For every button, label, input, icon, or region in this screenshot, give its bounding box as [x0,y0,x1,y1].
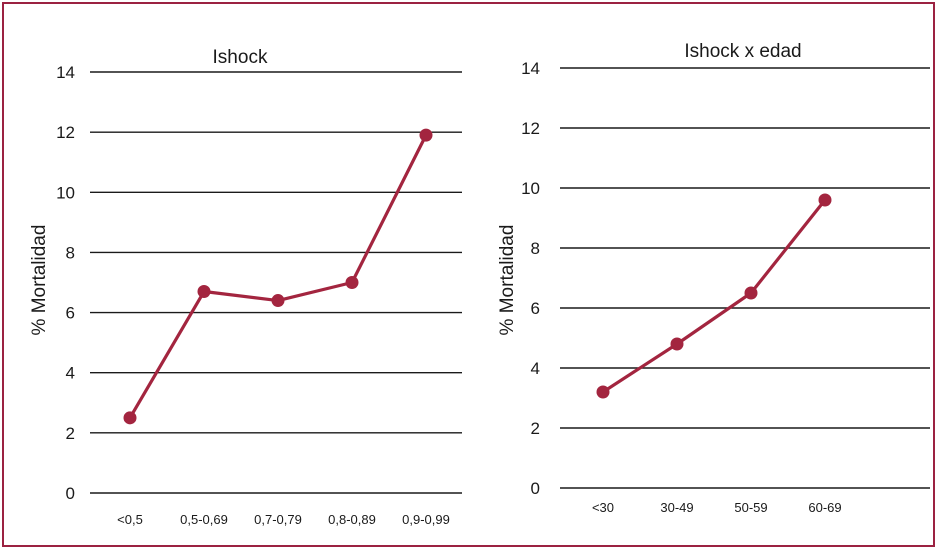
x-tick-label: <0,5 [117,512,143,527]
y-tick-label: 4 [531,359,540,378]
y-tick-label: 14 [56,63,75,82]
x-tick-label: 30-49 [660,500,693,515]
y-tick-label: 14 [521,59,540,78]
chart-title: Ishock [213,47,268,68]
data-point [670,337,684,351]
x-tick-label: 0,9-0,99 [402,512,450,527]
x-tick-label: 0,5-0,69 [180,512,228,527]
x-tick-label: <30 [592,500,614,515]
y-tick-label: 8 [66,243,75,262]
data-point [818,193,832,207]
y-tick-label: 12 [56,123,75,142]
y-axis-label: % Mortalidad [29,225,50,336]
chart-frame [2,2,935,547]
data-point [744,286,758,300]
y-tick-label: 8 [531,239,540,258]
series-line [128,134,428,419]
data-point [419,128,433,142]
y-tick-label: 4 [66,364,75,383]
y-tick-label: 6 [66,304,75,323]
y-tick-label: 10 [56,183,75,202]
series-line [602,199,827,394]
x-tick-label: 0,8-0,89 [328,512,376,527]
y-tick-label: 2 [66,424,75,443]
chart-title: Ishock x edad [684,41,801,62]
data-point [345,276,359,289]
y-axis-label: % Mortalidad [497,225,518,336]
y-tick-label: 2 [531,419,540,438]
y-tick-label: 6 [531,299,540,318]
data-point [123,411,137,425]
y-tick-label: 0 [66,484,75,503]
data-point [596,385,610,399]
data-point [271,294,285,308]
y-tick-label: 10 [521,179,540,198]
x-tick-label: 60-69 [808,500,841,515]
y-tick-label: 0 [531,479,540,498]
x-tick-label: 50-59 [734,500,767,515]
data-point [197,285,211,299]
y-tick-label: 12 [521,119,540,138]
x-tick-label: 0,7-0,79 [254,512,302,527]
